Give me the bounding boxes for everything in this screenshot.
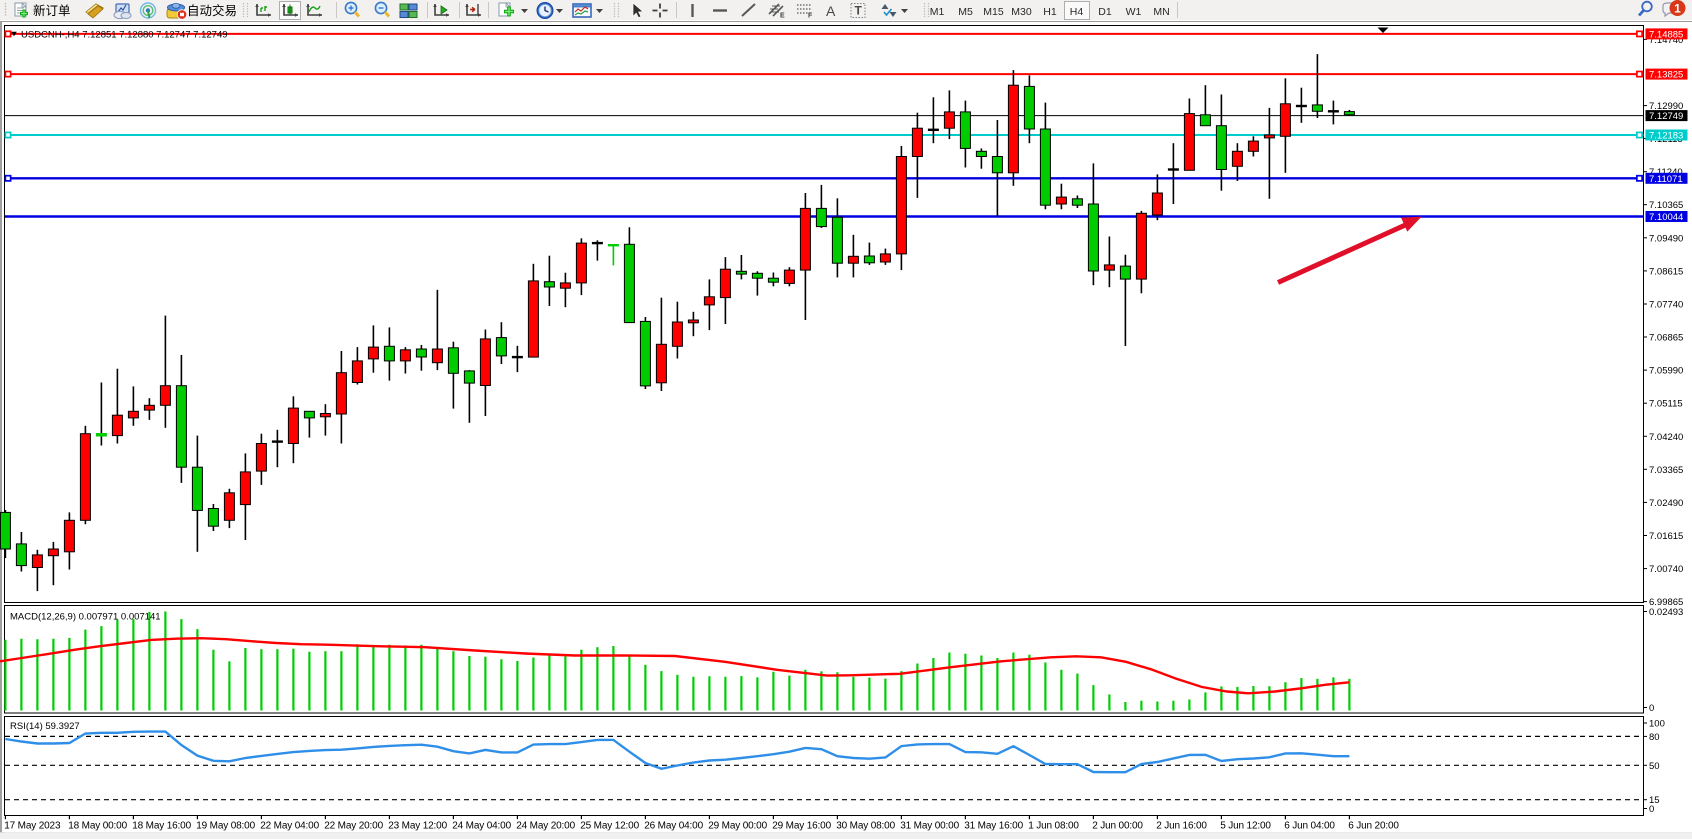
svg-text:80: 80: [1649, 732, 1660, 743]
svg-text:H1: H1: [1043, 6, 1057, 18]
svg-text:7.09490: 7.09490: [1649, 233, 1683, 244]
svg-text:22 May 20:00: 22 May 20:00: [324, 821, 383, 832]
svg-text:31 May 16:00: 31 May 16:00: [964, 821, 1023, 832]
svg-text:USDCNH-,H4 7.12851 7.12880 7.1: USDCNH-,H4 7.12851 7.12880 7.12747 7.127…: [21, 30, 228, 41]
svg-text:7.06865: 7.06865: [1649, 333, 1683, 344]
svg-text:5 Jun 12:00: 5 Jun 12:00: [1220, 821, 1271, 832]
svg-text:7.00740: 7.00740: [1649, 564, 1683, 575]
svg-text:31 May 00:00: 31 May 00:00: [900, 821, 959, 832]
svg-text:RSI(14) 59.3927: RSI(14) 59.3927: [10, 721, 80, 732]
svg-text:29 May 00:00: 29 May 00:00: [708, 821, 767, 832]
svg-text:26 May 04:00: 26 May 04:00: [644, 821, 703, 832]
svg-text:24 May 20:00: 24 May 20:00: [516, 821, 575, 832]
svg-text:6 Jun 04:00: 6 Jun 04:00: [1284, 821, 1335, 832]
svg-text:7.13825: 7.13825: [1649, 70, 1683, 81]
svg-text:自动交易: 自动交易: [187, 3, 237, 18]
svg-text:7.12183: 7.12183: [1649, 131, 1683, 142]
svg-text:7.02490: 7.02490: [1649, 498, 1683, 509]
svg-text:2 Jun 16:00: 2 Jun 16:00: [1156, 821, 1207, 832]
svg-text:2 Jun 00:00: 2 Jun 00:00: [1092, 821, 1143, 832]
svg-text:17 May 2023: 17 May 2023: [4, 821, 61, 832]
svg-text:23 May 12:00: 23 May 12:00: [388, 821, 447, 832]
svg-text:1: 1: [1674, 2, 1681, 16]
svg-text:新订单: 新订单: [33, 3, 71, 18]
svg-text:7.08615: 7.08615: [1649, 266, 1683, 277]
svg-text:7.01615: 7.01615: [1649, 531, 1683, 542]
svg-text:MACD(12,26,9) 0.007971 0.00714: MACD(12,26,9) 0.007971 0.007141: [10, 612, 161, 623]
svg-text:18 May 00:00: 18 May 00:00: [68, 821, 127, 832]
svg-text:M15: M15: [983, 6, 1004, 18]
svg-text:18 May 16:00: 18 May 16:00: [132, 821, 191, 832]
svg-text:7.10365: 7.10365: [1649, 200, 1683, 211]
svg-text:7.03365: 7.03365: [1649, 465, 1683, 476]
svg-text:F: F: [808, 13, 813, 20]
svg-text:0: 0: [1649, 804, 1654, 815]
svg-text:7.11071: 7.11071: [1649, 174, 1683, 185]
svg-text:7.05115: 7.05115: [1649, 399, 1683, 410]
svg-text:W1: W1: [1126, 6, 1142, 18]
svg-text:D1: D1: [1098, 6, 1112, 18]
svg-text:M5: M5: [958, 6, 973, 18]
svg-text:H4: H4: [1070, 6, 1084, 18]
svg-text:E: E: [780, 13, 785, 20]
svg-text:7.12749: 7.12749: [1649, 111, 1683, 122]
svg-text:T: T: [855, 4, 863, 18]
svg-text:M1: M1: [930, 6, 945, 18]
svg-text:25 May 12:00: 25 May 12:00: [580, 821, 639, 832]
svg-text:7.14885: 7.14885: [1649, 29, 1683, 40]
svg-text:50: 50: [1649, 761, 1660, 772]
svg-text:7.04240: 7.04240: [1649, 432, 1683, 443]
svg-text:M30: M30: [1011, 6, 1032, 18]
svg-text:MN: MN: [1153, 6, 1169, 18]
svg-text:19 May 08:00: 19 May 08:00: [196, 821, 255, 832]
svg-text:7.05990: 7.05990: [1649, 366, 1683, 377]
svg-text:29 May 16:00: 29 May 16:00: [772, 821, 831, 832]
svg-text:100: 100: [1649, 719, 1665, 730]
svg-text:24 May 04:00: 24 May 04:00: [452, 821, 511, 832]
svg-text:6 Jun 20:00: 6 Jun 20:00: [1348, 821, 1399, 832]
svg-text:30 May 08:00: 30 May 08:00: [836, 821, 895, 832]
svg-text:A: A: [826, 3, 836, 19]
svg-text:0: 0: [1649, 703, 1654, 714]
svg-text:22 May 04:00: 22 May 04:00: [260, 821, 319, 832]
svg-text:7.07740: 7.07740: [1649, 300, 1683, 311]
svg-text:0.02493: 0.02493: [1649, 607, 1683, 618]
svg-text:7.10044: 7.10044: [1649, 212, 1683, 223]
svg-text:1 Jun 08:00: 1 Jun 08:00: [1028, 821, 1079, 832]
